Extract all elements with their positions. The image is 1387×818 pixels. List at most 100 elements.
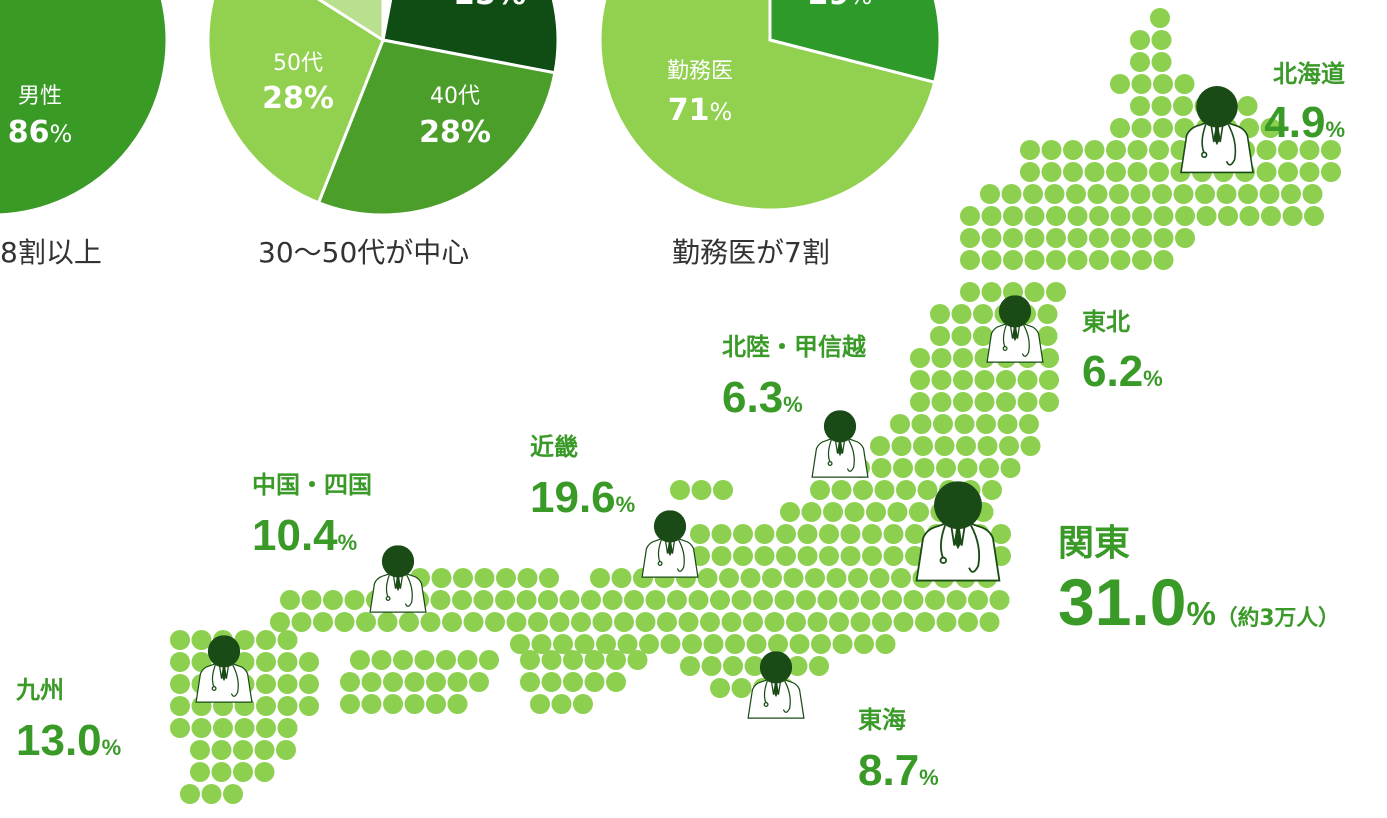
map-dot <box>323 590 343 610</box>
map-dot <box>780 502 800 522</box>
map-dot <box>170 630 190 650</box>
map-dot <box>977 436 998 456</box>
map-dot <box>869 568 890 588</box>
map-dot <box>823 502 843 522</box>
map-dot <box>968 590 988 610</box>
map-dot <box>1084 162 1105 182</box>
map-dot <box>996 392 1016 412</box>
map-dot <box>574 634 595 654</box>
map-dot <box>848 568 868 588</box>
map-dot <box>1151 52 1172 72</box>
slice-value-unit: % <box>461 115 491 150</box>
map-dot <box>776 546 796 566</box>
map-dot <box>624 590 644 610</box>
map-dot <box>1087 184 1108 204</box>
map-dot <box>361 672 382 692</box>
slice-value-unit: % <box>709 98 732 126</box>
map-dot <box>1067 228 1088 248</box>
map-dot <box>180 784 200 804</box>
map-dot <box>211 740 232 760</box>
slice-value: 71% <box>668 93 733 128</box>
map-dot <box>463 612 484 632</box>
map-dot <box>874 480 895 500</box>
map-dot <box>1046 282 1066 302</box>
slice-value: 25% <box>454 0 526 12</box>
map-dot <box>787 656 808 676</box>
map-dot <box>1089 250 1109 270</box>
map-dot <box>801 502 822 522</box>
map-dot <box>430 590 451 610</box>
map-dot <box>1110 250 1131 270</box>
map-dot <box>1110 74 1130 94</box>
map-dot <box>891 568 911 588</box>
region-value-unit: % <box>1325 117 1345 142</box>
map-dot <box>1152 184 1172 204</box>
region-name: 関東 <box>1058 523 1130 564</box>
map-dot <box>469 672 489 692</box>
slice-value-number: 28 <box>419 115 461 150</box>
map-dot <box>925 590 945 610</box>
map-dot <box>233 762 253 782</box>
map-dot <box>1127 140 1148 160</box>
map-dot <box>1020 436 1041 456</box>
slice-label: 男性 <box>18 84 62 109</box>
map-dot <box>866 502 886 522</box>
map-dot <box>754 546 775 566</box>
map-dot <box>931 348 952 368</box>
map-dot <box>573 694 593 714</box>
region-value-number: 13.0 <box>16 716 102 765</box>
map-dot <box>797 546 818 566</box>
map-dot <box>233 740 253 760</box>
map-dot <box>635 612 656 632</box>
slice-value: 28% <box>419 115 491 150</box>
map-dot <box>563 672 583 692</box>
map-dot <box>371 650 392 670</box>
map-dot <box>733 546 753 566</box>
map-dot <box>917 480 938 500</box>
map-dot <box>447 694 468 714</box>
map-dot <box>1151 96 1172 116</box>
slice-label: 40代 <box>430 84 480 109</box>
map-dot <box>234 718 255 738</box>
map-dot <box>377 612 398 632</box>
map-dot <box>853 480 873 500</box>
map-dot <box>974 392 995 412</box>
map-dot <box>340 672 360 692</box>
map-dot <box>1132 250 1152 270</box>
map-dot <box>1131 74 1152 94</box>
map-dot <box>973 326 993 346</box>
map-dot <box>1261 206 1281 226</box>
map-dot <box>776 524 796 544</box>
map-dot <box>762 568 782 588</box>
map-dot <box>344 590 365 610</box>
map-dot <box>1151 30 1172 50</box>
map-dot <box>930 326 950 346</box>
map-dot <box>1132 206 1152 226</box>
map-dot <box>789 634 810 654</box>
map-dot <box>1110 118 1130 138</box>
map-dot <box>1046 228 1066 248</box>
map-dot <box>1110 206 1131 226</box>
map-dot <box>713 480 733 500</box>
map-dot <box>170 696 190 716</box>
map-dot <box>201 784 222 804</box>
map-dot <box>660 634 681 654</box>
pie-caption: 勤務医が7割 <box>672 236 830 269</box>
map-dot <box>442 612 462 632</box>
map-dot <box>581 590 601 610</box>
map-dot <box>361 694 382 714</box>
map-dot <box>1046 206 1066 226</box>
map-dot <box>1089 228 1109 248</box>
map-dot <box>1063 162 1083 182</box>
map-dot <box>725 634 745 654</box>
map-dot <box>301 590 322 610</box>
map-dot <box>711 546 732 566</box>
map-dot <box>1196 206 1217 226</box>
map-dot <box>882 590 902 610</box>
map-dot <box>989 590 1010 610</box>
map-dot <box>774 590 795 610</box>
map-dot <box>1321 162 1341 182</box>
map-dot <box>584 672 605 692</box>
map-dot <box>1131 118 1152 138</box>
map-dot <box>872 612 892 632</box>
